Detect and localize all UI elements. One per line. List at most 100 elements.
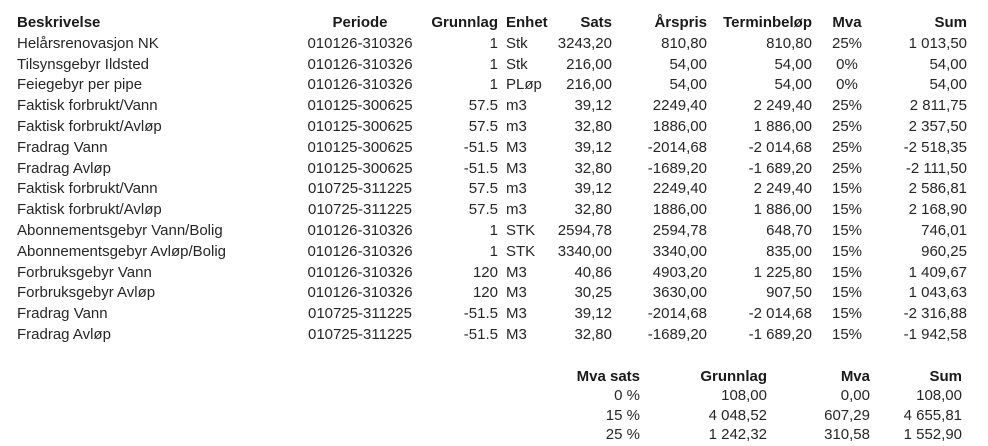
cell-grunnlag: -51.5 xyxy=(463,325,498,343)
cell-mva: 0% xyxy=(836,55,858,73)
cell-sats: 32,80 xyxy=(574,201,612,219)
cell-periode: 010126-310326 xyxy=(307,284,413,302)
col-header-arspris: Årspris xyxy=(654,14,707,31)
cell-grunnlag: 1 xyxy=(489,221,498,239)
col-header-sats: Sats xyxy=(580,14,612,31)
table-row: Fradrag Vann 010125-300625 -51.5 M3 39,12 -20… xyxy=(17,138,967,159)
cell-sum: 2 357,50 xyxy=(908,117,967,135)
cell-enhet: STK xyxy=(506,242,536,260)
cell-arspris: 1886,00 xyxy=(652,201,707,219)
cell-enhet: STK xyxy=(506,221,536,239)
cell-sum: -2 518,35 xyxy=(903,138,967,156)
cell-arspris: 3630,00 xyxy=(652,284,707,302)
cell-periode: 010126-310326 xyxy=(307,263,413,281)
cell-enhet: m3 xyxy=(506,201,527,219)
summary-cell-mva: 607,29 xyxy=(824,406,870,424)
cell-arspris: 2249,40 xyxy=(652,180,707,198)
cell-arspris: 4903,20 xyxy=(652,263,707,281)
cell-sats: 216,00 xyxy=(566,76,612,94)
summary-cell-mva-sats: 15 % xyxy=(605,406,640,424)
summary-cell-sum: 4 655,81 xyxy=(903,406,962,424)
cell-sum: 54,00 xyxy=(929,76,967,94)
cell-arspris: -2014,68 xyxy=(647,305,707,323)
cell-enhet: m3 xyxy=(506,117,527,135)
cell-terminbelop: -1 689,20 xyxy=(748,159,812,177)
cell-enhet: M3 xyxy=(506,305,527,323)
cell-terminbelop: 1 225,80 xyxy=(753,263,812,281)
cell-periode: 010126-310326 xyxy=(307,34,413,52)
cell-periode: 010125-300625 xyxy=(307,159,413,177)
summary-cell-mva: 310,58 xyxy=(824,425,870,443)
cell-sats: 39,12 xyxy=(574,138,612,156)
cell-sum: -1 942,58 xyxy=(903,325,967,343)
cell-beskrivelse: Fradrag Vann xyxy=(17,138,108,156)
cell-mva: 15% xyxy=(831,201,863,219)
cell-arspris: 810,80 xyxy=(661,34,707,52)
cell-enhet: PLøp xyxy=(506,76,542,94)
cell-terminbelop: 810,80 xyxy=(766,34,812,52)
cell-sats: 39,12 xyxy=(574,180,612,198)
cell-sum: 1 043,63 xyxy=(908,284,967,302)
cell-sats: 32,80 xyxy=(574,159,612,177)
cell-sats: 216,00 xyxy=(566,55,612,73)
table-row: Faktisk forbrukt/Vann 010125-300625 57.5 m3… xyxy=(17,96,967,117)
cell-periode: 010725-311225 xyxy=(308,201,412,219)
table-row: Feiegebyr per pipe 010126-310326 1 PLøp 216,… xyxy=(17,75,967,96)
table-row: Faktisk forbrukt/Avløp 010125-300625 57.5 m… xyxy=(17,117,967,138)
table-row: Faktisk forbrukt/Avløp 010725-311225 57.5 m… xyxy=(17,200,967,221)
cell-beskrivelse: Abonnementsgebyr Avløp/Bolig xyxy=(17,242,227,260)
cell-arspris: 1886,00 xyxy=(652,117,707,135)
cell-beskrivelse: Fradrag Vann xyxy=(17,305,108,323)
cell-periode: 010126-310326 xyxy=(307,221,413,239)
cell-grunnlag: 57.5 xyxy=(468,97,498,115)
table-row: Abonnementsgebyr Avløp/Bolig 010126-31032… xyxy=(17,242,967,263)
table-header-row: Beskrivelse Periode Grunnlag Enhet Sats … xyxy=(17,13,967,34)
cell-beskrivelse: Abonnementsgebyr Vann/Bolig xyxy=(17,221,223,239)
cell-grunnlag: 1 xyxy=(489,55,498,73)
cell-periode: 010725-311225 xyxy=(308,305,412,323)
vat-summary-header-row: Mva sats Grunnlag Mva Sum xyxy=(500,367,962,386)
table-row: Tilsynsgebyr Ildsted 010126-310326 1 Stk 216… xyxy=(17,55,967,76)
cell-grunnlag: 120 xyxy=(472,284,498,302)
cell-mva: 15% xyxy=(831,263,863,281)
cell-beskrivelse: Forbruksgebyr Avløp xyxy=(17,284,156,302)
invoice-line-items-table: Beskrivelse Periode Grunnlag Enhet Sats … xyxy=(17,13,967,346)
cell-mva: 15% xyxy=(831,325,863,343)
cell-enhet: M3 xyxy=(506,325,527,343)
col-header-grunnlag: Grunnlag xyxy=(431,14,498,31)
cell-enhet: Stk xyxy=(506,34,528,52)
invoice-rows: Helårsrenovasjon NK 010126-310326 1 Stk 3243… xyxy=(17,34,967,346)
cell-sum: 54,00 xyxy=(929,55,967,73)
vat-summary-row: 15 % 4 048,52 607,29 4 655,81 xyxy=(500,406,962,425)
cell-sats: 40,86 xyxy=(574,263,612,281)
cell-mva: 15% xyxy=(831,284,863,302)
cell-grunnlag: -51.5 xyxy=(463,159,498,177)
cell-mva: 25% xyxy=(831,34,863,52)
col-header-terminbelop: Terminbeløp xyxy=(723,14,812,31)
cell-arspris: 2249,40 xyxy=(652,97,707,115)
cell-beskrivelse: Faktisk forbrukt/Avløp xyxy=(17,201,162,219)
cell-enhet: M3 xyxy=(506,159,527,177)
cell-sats: 3243,20 xyxy=(557,34,612,52)
cell-sum: 1 013,50 xyxy=(908,34,967,52)
cell-enhet: M3 xyxy=(506,263,527,281)
cell-terminbelop: 907,50 xyxy=(766,284,812,302)
cell-sats: 32,80 xyxy=(574,325,612,343)
cell-terminbelop: 54,00 xyxy=(774,55,812,73)
cell-grunnlag: 57.5 xyxy=(468,201,498,219)
cell-enhet: m3 xyxy=(506,97,527,115)
cell-terminbelop: 1 886,00 xyxy=(753,201,812,219)
cell-beskrivelse: Tilsynsgebyr Ildsted xyxy=(17,55,149,73)
cell-periode: 010725-311225 xyxy=(308,180,412,198)
cell-beskrivelse: Faktisk forbrukt/Vann xyxy=(17,180,158,198)
vat-summary-row: 0 % 108,00 0,00 108,00 xyxy=(500,386,962,405)
col-header-beskrivelse: Beskrivelse xyxy=(17,14,101,31)
cell-periode: 010725-311225 xyxy=(308,325,412,343)
cell-grunnlag: 1 xyxy=(489,76,498,94)
cell-mva: 0% xyxy=(836,76,858,94)
cell-grunnlag: 57.5 xyxy=(468,117,498,135)
cell-beskrivelse: Faktisk forbrukt/Vann xyxy=(17,97,158,115)
summary-cell-sum: 1 552,90 xyxy=(903,425,962,443)
cell-beskrivelse: Forbruksgebyr Vann xyxy=(17,263,152,281)
